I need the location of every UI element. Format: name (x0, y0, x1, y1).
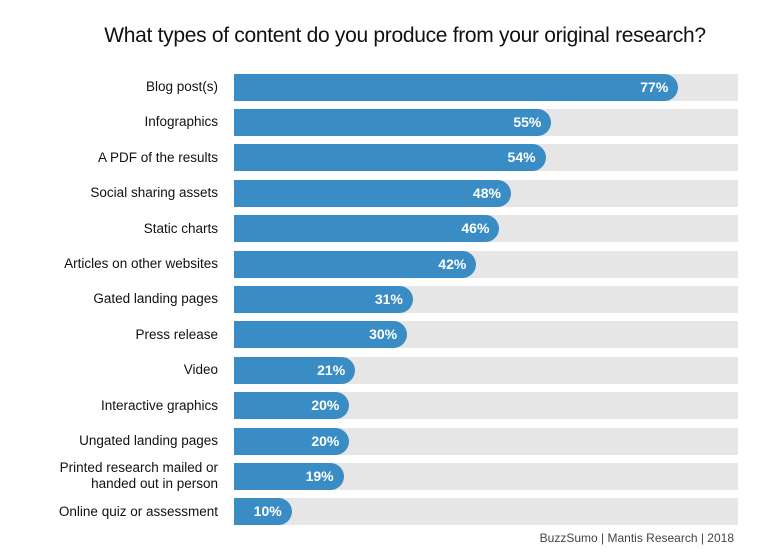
value-label: 54% (507, 149, 536, 166)
category-label: Online quiz or assessment (58, 503, 218, 519)
value-label: 55% (513, 113, 542, 130)
value-label: 30% (369, 326, 398, 343)
category-label: Ungated landing pages (79, 433, 218, 448)
category-label: Static charts (143, 220, 218, 236)
category-label: Infographics (144, 114, 218, 130)
bar (234, 462, 344, 490)
value-label: 20% (311, 432, 340, 449)
category-label: A PDF of the results (97, 149, 218, 165)
bar-track (234, 498, 738, 526)
bar (234, 356, 356, 384)
category-label: Articles on other websites (64, 256, 218, 271)
value-label: 46% (461, 220, 490, 237)
category-label: Gated landing pages (93, 291, 218, 307)
bar (234, 427, 350, 455)
value-label: 77% (640, 78, 669, 95)
category-label: Video (183, 362, 218, 378)
bar (234, 179, 511, 207)
category-label: Interactive graphics (100, 397, 218, 413)
bar (234, 73, 679, 101)
bar (234, 321, 408, 349)
bar (234, 498, 292, 526)
value-label: 42% (438, 255, 467, 272)
category-label: Social sharing assets (90, 185, 218, 201)
bar (234, 250, 477, 278)
bar (234, 285, 413, 313)
value-label: 48% (472, 184, 501, 201)
bar (234, 215, 500, 243)
bar (234, 144, 546, 172)
value-label: 21% (317, 361, 346, 378)
value-label: 20% (311, 397, 340, 414)
chart-title: What types of content do you produce fro… (104, 24, 706, 47)
source-note: BuzzSumo | Mantis Research | 2018 (539, 531, 734, 545)
category-label: Press release (135, 326, 218, 342)
value-label: 10% (253, 503, 282, 520)
category-label: Printed research mailed or handed out in… (59, 460, 218, 492)
category-label: Blog post(s) (145, 79, 218, 94)
bar (234, 392, 350, 420)
value-label: 31% (374, 290, 403, 307)
value-label: 19% (305, 467, 334, 484)
bar (234, 108, 552, 136)
